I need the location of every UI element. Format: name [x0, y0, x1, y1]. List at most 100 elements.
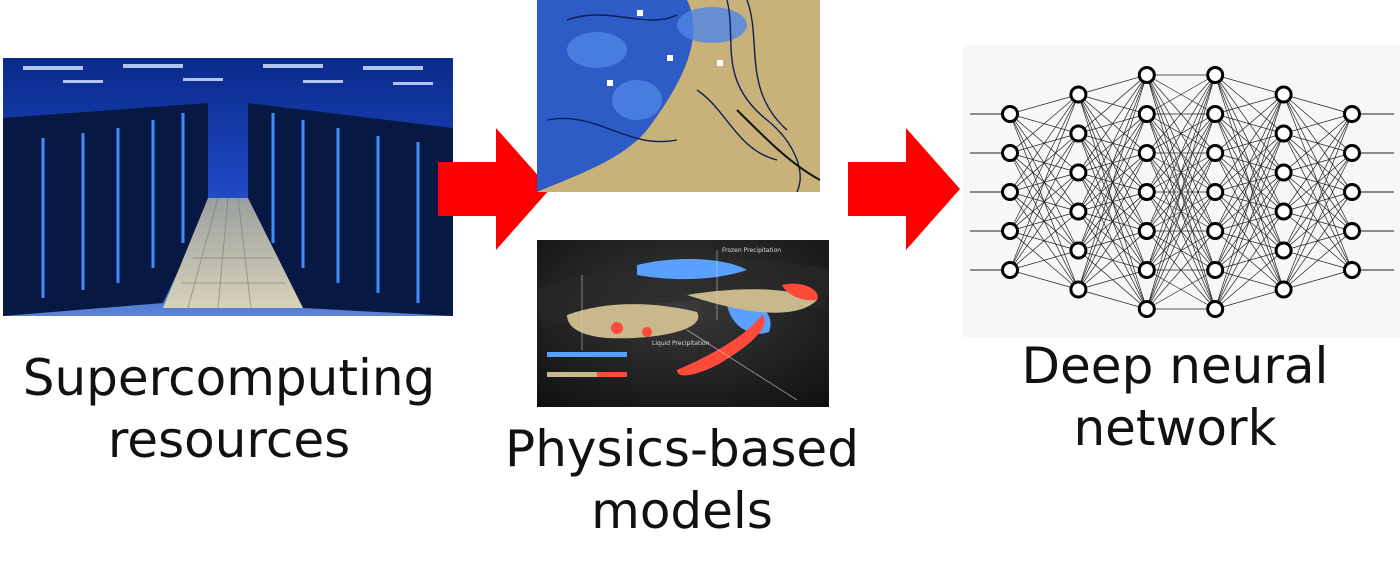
network-edge [1078, 289, 1147, 310]
network-edge [1214, 172, 1284, 310]
network-node [1001, 261, 1019, 279]
caption-neural-net: Deep neural network [950, 335, 1400, 459]
network-node [1069, 85, 1088, 104]
network-node [1137, 183, 1156, 201]
network-edge [1146, 74, 1216, 115]
caption-physics-models: Physics-based models [462, 418, 902, 542]
network-node [1206, 261, 1225, 279]
network-node [1274, 85, 1293, 104]
network-edge [1009, 211, 1079, 271]
network-node [1274, 163, 1293, 182]
network-edge [1283, 113, 1353, 290]
network-edge [1146, 269, 1216, 310]
network-node [1343, 261, 1361, 279]
network-node [1137, 66, 1156, 84]
network-edge [1214, 94, 1284, 154]
caption-line: Deep neural [1021, 337, 1329, 395]
neural-network-diagram [962, 45, 1400, 337]
network-node [1343, 183, 1361, 201]
network-edge [1078, 74, 1148, 134]
network-edge [1009, 94, 1079, 232]
network-edge [1078, 269, 1147, 290]
network-edge [1078, 74, 1147, 95]
network-edge [1146, 113, 1216, 310]
network-node [1069, 280, 1088, 299]
network-node [1343, 144, 1361, 162]
caption-line: resources [107, 411, 351, 469]
network-edge [1146, 191, 1216, 310]
network-node [1137, 222, 1156, 240]
network-edge [1078, 74, 1148, 212]
frozen-precipitation-label: Frozen Precipitation [722, 247, 781, 254]
network-edge [1146, 152, 1216, 310]
network-edge [1078, 74, 1148, 290]
network-edge [1214, 94, 1284, 193]
network-node [1206, 66, 1225, 84]
network-edge [1146, 74, 1216, 193]
network-node [1274, 124, 1293, 143]
network-edge [1283, 113, 1353, 173]
liquid-precipitation-label: Liquid Precipitation [652, 340, 710, 347]
arrow-right-icon [438, 128, 550, 250]
caption-line: models [591, 482, 773, 540]
network-node [1274, 202, 1293, 221]
weather-map-image [537, 0, 820, 192]
network-edge [1009, 172, 1079, 271]
network-node [1001, 183, 1019, 201]
caption-line: Physics-based [505, 420, 859, 478]
network-edge [1146, 74, 1216, 271]
network-node [1274, 241, 1293, 260]
network-edge [1078, 230, 1148, 290]
network-node [1206, 183, 1225, 201]
network-edge [1009, 94, 1079, 193]
network-edge [1214, 133, 1284, 310]
network-edge [1078, 113, 1148, 290]
network-node [1137, 300, 1156, 318]
network-edge [1215, 289, 1284, 310]
network-edge [1214, 211, 1284, 310]
network-edge [1009, 94, 1079, 154]
network-node [1206, 144, 1225, 162]
network-edge [1214, 94, 1284, 232]
supercomputer-photo [3, 58, 453, 316]
caption-line: network [1073, 399, 1277, 457]
network-node [1069, 124, 1088, 143]
caption-line: Supercomputing [22, 349, 436, 407]
network-node [1343, 105, 1361, 123]
caption-supercomputing: Supercomputing resources [0, 347, 458, 471]
network-node [1206, 222, 1225, 240]
network-edge [1283, 113, 1353, 134]
network-edge [1283, 94, 1353, 115]
network-edge [1078, 152, 1148, 290]
arrow-right-icon [848, 128, 960, 250]
network-node [1137, 261, 1156, 279]
network-edge [1009, 94, 1079, 271]
network-node [1069, 163, 1088, 182]
network-edge [1146, 74, 1216, 154]
network-edge [1009, 94, 1079, 115]
network-edge [1146, 74, 1216, 232]
network-edge [1283, 269, 1353, 290]
network-node [1343, 222, 1361, 240]
network-node [1206, 105, 1225, 123]
network-edge [1009, 269, 1079, 290]
network-node [1069, 241, 1088, 260]
network-edge [1009, 250, 1079, 271]
network-edge [1078, 191, 1148, 290]
network-edge [1283, 113, 1353, 251]
network-edge [1146, 74, 1216, 310]
network-node [1206, 300, 1225, 318]
network-node [1274, 280, 1293, 299]
precipitation-visualization: Frozen Precipitation Liquid Precipitatio… [537, 240, 829, 407]
network-node [1001, 144, 1019, 162]
network-node [1137, 105, 1156, 123]
network-edge [1146, 230, 1216, 310]
network-node [1069, 202, 1088, 221]
network-edge [1283, 191, 1353, 290]
network-edge [1214, 94, 1284, 310]
network-edge [1283, 113, 1353, 212]
network-node [1001, 222, 1019, 240]
network-edge [1078, 74, 1148, 173]
network-edge [1078, 74, 1148, 251]
network-node [1137, 144, 1156, 162]
